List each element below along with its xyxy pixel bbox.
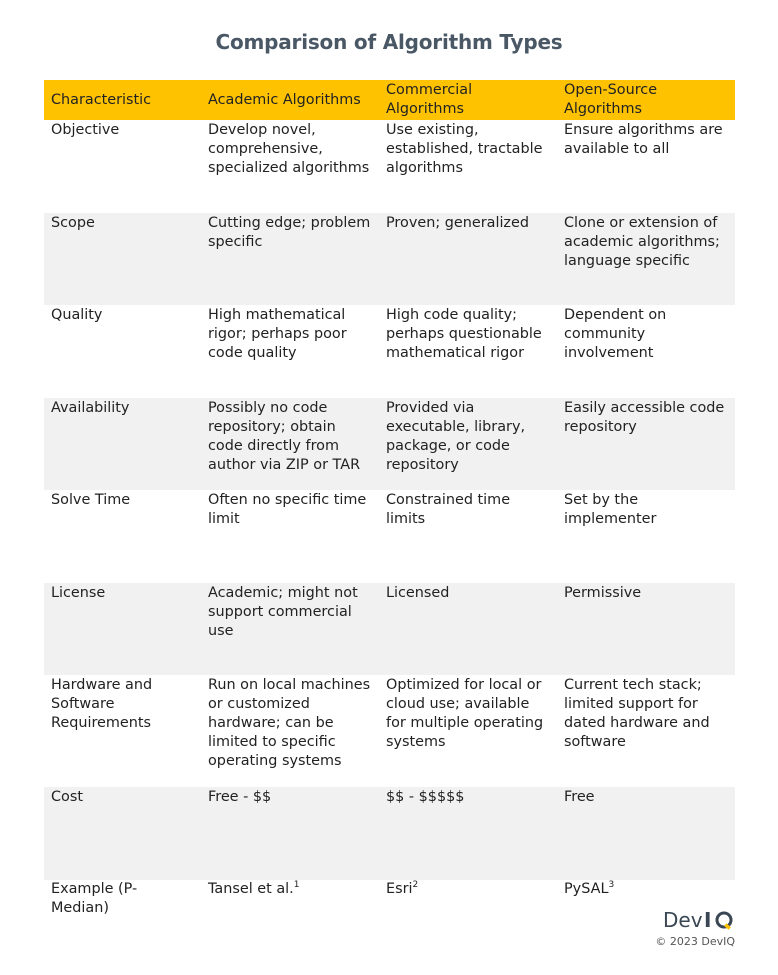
academic-cell: Run on local machines or customized hard… bbox=[208, 677, 371, 769]
academic-cell: Possibly no code repository; obtain code… bbox=[208, 399, 361, 473]
table-row: Scope Cutting edge; problem specific Pro… bbox=[44, 212, 735, 305]
page-title: Comparison of Algorithm Types bbox=[215, 30, 563, 54]
copyright-text: © 2023 DevIQ bbox=[655, 935, 735, 948]
table-row: Quality High mathematical rigor; perhaps… bbox=[44, 305, 735, 398]
open-source-cell: Dependent on community involvement bbox=[564, 307, 667, 361]
academic-cell: Academic; might not support commercial u… bbox=[208, 584, 358, 639]
academic-cell: Cutting edge; problem specific bbox=[208, 214, 371, 250]
row-label: Example (P-Median) bbox=[51, 880, 138, 916]
row-label: Scope bbox=[51, 214, 95, 231]
header-academic: Academic Algorithms bbox=[208, 91, 361, 108]
commercial-cell: Constrained time limits bbox=[386, 492, 511, 527]
open-source-cell: Free bbox=[564, 789, 595, 805]
open-source-cell: PySAL3 bbox=[557, 880, 735, 908]
academic-cell: Free - $$ bbox=[208, 789, 272, 805]
open-source-cell: Set by the implementer bbox=[564, 492, 657, 527]
open-source-cell: Clone or extension of academic algorithm… bbox=[564, 214, 720, 269]
open-source-cell: Easily accessible code repository bbox=[564, 399, 725, 435]
table-row: Objective Develop novel, comprehensive, … bbox=[44, 120, 735, 213]
commercial-cell: Licensed bbox=[386, 584, 450, 601]
row-label: License bbox=[51, 584, 106, 601]
row-label: Objective bbox=[51, 122, 120, 138]
commercial-cell: Provided via executable, library, packag… bbox=[386, 399, 526, 473]
table-row-example: Example (P-Median) Tansel et al.1 Esri2 … bbox=[44, 880, 735, 916]
header-open-source: Open-Source Algorithms bbox=[564, 82, 658, 117]
open-source-cell: Current tech stack; limited support for … bbox=[564, 677, 710, 750]
table-row: Solve Time Often no specific time limit … bbox=[44, 490, 735, 583]
commercial-cell: $$ - $$$$$ bbox=[386, 789, 465, 805]
comparison-table: Characteristic Academic Algorithms Comme… bbox=[44, 80, 735, 916]
academic-cell: Tansel et al.1 bbox=[201, 880, 379, 908]
deviq-logo-dev-text: Dev bbox=[663, 908, 703, 932]
row-label: Quality bbox=[51, 307, 103, 323]
commercial-cell: High code quality; perhaps questionable … bbox=[386, 307, 542, 361]
table-row: Cost Free - $$ $$ - $$$$$ Free bbox=[44, 787, 735, 880]
row-label: Cost bbox=[51, 789, 83, 805]
table-header-row: Characteristic Academic Algorithms Comme… bbox=[44, 80, 735, 120]
open-source-cell: Permissive bbox=[564, 584, 642, 601]
deviq-logo-q-ring bbox=[715, 911, 733, 929]
row-label: Hardware and Software Requirements bbox=[51, 677, 153, 731]
commercial-cell: Esri2 bbox=[379, 880, 557, 908]
commercial-cell: Proven; generalized bbox=[386, 214, 529, 231]
academic-cell: Develop novel, comprehensive, specialize… bbox=[208, 122, 370, 176]
deviq-logo: Dev I bbox=[663, 908, 733, 932]
academic-example-text: Tansel et al. bbox=[208, 880, 294, 897]
table-row: Hardware and Software Requirements Run o… bbox=[44, 675, 735, 787]
row-label: Availability bbox=[51, 399, 130, 416]
header-commercial: Commercial Algorithms bbox=[386, 82, 473, 117]
commercial-example-text: Esri bbox=[386, 880, 413, 897]
table-row: Availability Possibly no code repository… bbox=[44, 397, 735, 490]
commercial-cell: Optimized for local or cloud use; availa… bbox=[386, 677, 544, 750]
academic-cell: High mathematical rigor; perhaps poor co… bbox=[208, 307, 347, 361]
footnote-ref-3: 3 bbox=[608, 879, 615, 890]
open-source-cell: Ensure algorithms are available to all bbox=[564, 122, 723, 157]
table-row: License Academic; might not support comm… bbox=[44, 582, 735, 675]
deviq-logo-q-tail bbox=[724, 923, 731, 930]
academic-cell: Often no specific time limit bbox=[208, 492, 367, 527]
header-characteristic: Characteristic bbox=[51, 91, 152, 108]
footnote-ref-2: 2 bbox=[412, 879, 419, 890]
row-label: Solve Time bbox=[51, 492, 131, 508]
commercial-cell: Use existing, established, tractable alg… bbox=[386, 122, 543, 176]
open-source-example-text: PySAL bbox=[564, 880, 609, 897]
deviq-logo-i-text: I bbox=[704, 908, 711, 932]
footnote-ref-1: 1 bbox=[293, 879, 300, 890]
